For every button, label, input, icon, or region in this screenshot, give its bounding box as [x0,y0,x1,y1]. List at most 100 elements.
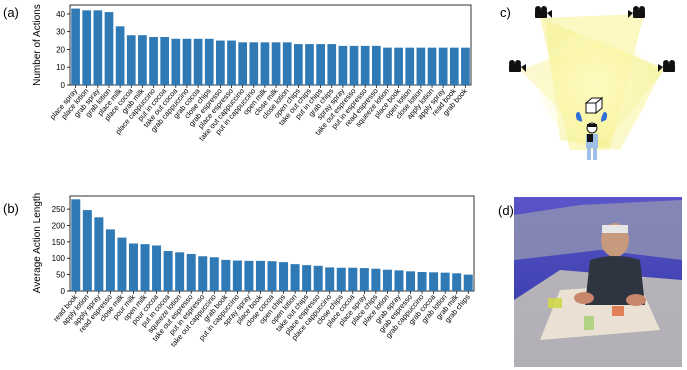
scan-hand [574,292,594,304]
bar [348,267,358,291]
y-tick-label: 30 [56,28,65,37]
bar [93,10,103,85]
bar [282,42,292,85]
bar [82,210,92,291]
scan-object [612,306,624,316]
bar [449,47,459,85]
bar [429,272,439,291]
y-tick-label: 0 [61,81,66,90]
bar [417,272,427,291]
bar [316,44,325,85]
bar [128,243,138,291]
y-tick-label: 10 [56,63,65,72]
bar [382,269,392,291]
bar [221,259,231,291]
bar [349,45,359,85]
bar [338,45,348,85]
panel-label-a: (a) [3,5,19,20]
bar [438,47,448,85]
bar [152,245,162,291]
bar [117,237,127,291]
bar [115,26,125,85]
y-tick-label: 200 [52,221,66,230]
video-camera-icon [509,60,526,72]
ylabel-a: Number of Actions [32,4,43,86]
bar [105,229,115,291]
bar [267,261,277,291]
bar [279,262,289,291]
bar [294,44,303,85]
bar [255,260,265,291]
plot-frame-a [69,4,472,86]
bar [71,8,80,85]
bar [360,45,370,85]
bar [238,42,247,85]
panel-label-c: c) [500,5,511,20]
bar [260,42,270,85]
bar [271,42,281,85]
person-icon [575,96,608,160]
bar [198,256,208,291]
bar [227,40,236,85]
scan-hand [626,294,646,306]
bar [104,12,114,85]
video-camera-icon [658,60,675,72]
y-tick-label: 50 [56,271,65,280]
bar [171,38,181,85]
bar [244,260,254,291]
bar [175,252,185,291]
scan-wall [514,200,682,260]
light-glow [540,30,650,140]
y-tick-label: 0 [61,287,66,296]
video-camera-icon [535,6,552,18]
bar [371,268,381,291]
y-tick-label: 40 [56,10,65,19]
bar [336,267,346,291]
bar [82,10,92,85]
scan-person-body [585,256,645,305]
bar [302,265,312,291]
camera-setup-illustration [509,5,682,185]
bar [325,267,335,291]
bar [427,47,437,85]
bar [440,272,450,291]
panel-label-b: (b) [3,201,19,216]
bar [94,217,104,291]
point-cloud-image [514,197,682,367]
bar [140,244,150,291]
bar [463,274,473,291]
bar [371,45,381,85]
y-tick-label: 20 [56,45,65,54]
bar [461,47,470,85]
ylabel-b: Average Action Length [32,193,43,293]
bar [327,44,337,85]
scan-object [584,316,594,330]
bar [193,38,203,85]
panel-label-d: (d) [498,203,514,218]
bar [186,253,196,291]
bar [182,38,192,85]
scan-object [548,298,562,308]
bar [71,199,81,291]
y-tick-label: 100 [52,254,66,263]
bar [209,257,219,291]
bar [163,251,173,291]
bar [383,47,392,85]
bar [313,265,323,291]
bar [359,268,369,291]
bar [452,273,462,291]
bar [138,35,147,85]
bar [216,40,225,85]
video-camera-icon [628,6,645,18]
bar [232,260,242,291]
bar [249,42,259,85]
bar [394,270,404,291]
scan-headset [602,225,628,233]
bar [405,47,415,85]
bar [416,47,426,85]
bar [204,38,214,85]
y-tick-label: 250 [52,205,66,214]
